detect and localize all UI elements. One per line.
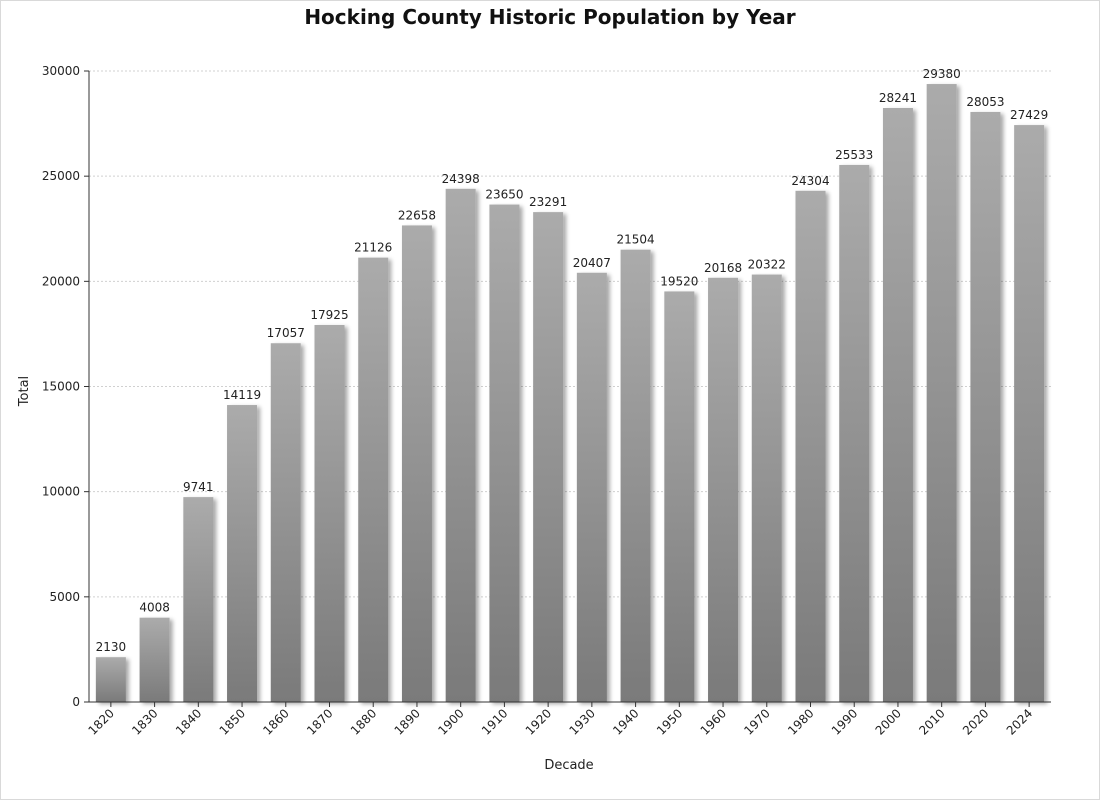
bar-1960 (708, 277, 739, 702)
x-tick-label-1900: 1900 (435, 706, 466, 737)
data-label-1970: 20322 (748, 258, 786, 272)
x-tick-label-1840: 1840 (173, 706, 204, 737)
data-label-1920: 23291 (529, 195, 567, 209)
bar-1940 (620, 249, 651, 702)
bar-2010 (926, 84, 957, 703)
x-tick-label-2020: 2020 (960, 706, 991, 737)
data-label-1890: 22658 (398, 208, 436, 222)
x-tick-label-1970: 1970 (741, 706, 772, 737)
bar-1950 (664, 291, 695, 702)
bar-1980 (795, 190, 826, 703)
chart-title: Hocking County Historic Population by Ye… (304, 5, 796, 29)
data-label-1850: 14119 (223, 388, 261, 402)
data-label-2024: 27429 (1010, 108, 1048, 122)
x-tick-label-1980: 1980 (785, 706, 816, 737)
data-labels: 2130 4008 9741 14119 17057 17925 21126 22658 243… (96, 67, 1049, 654)
x-tick-label-1950: 1950 (654, 706, 685, 737)
bar-1860 (270, 343, 301, 702)
y-tick-label: 0 (72, 695, 80, 709)
y-tick-label: 30000 (42, 64, 80, 78)
data-label-1980: 24304 (791, 174, 829, 188)
y-tick-label: 10000 (42, 485, 80, 499)
bars (95, 84, 1045, 703)
x-axis-label: Decade (544, 758, 593, 773)
data-label-1820: 2130 (96, 640, 127, 654)
data-label-1960: 20168 (704, 261, 742, 275)
bar-1970 (751, 274, 782, 702)
bar-2020 (970, 111, 1001, 702)
bar-1880 (358, 257, 389, 702)
data-label-1910: 23650 (485, 188, 523, 202)
x-tick-label-1830: 1830 (129, 706, 160, 737)
bar-1870 (314, 324, 345, 702)
data-label-2000: 28241 (879, 91, 917, 105)
data-label-1840: 9741 (183, 480, 214, 494)
bar-1890 (401, 225, 432, 702)
y-tick-label: 20000 (42, 274, 80, 288)
data-label-1990: 25533 (835, 148, 873, 162)
data-label-2010: 29380 (923, 67, 961, 81)
data-label-1900: 24398 (442, 172, 480, 186)
x-tick-label-2010: 2010 (916, 706, 947, 737)
x-tick-label-1910: 1910 (479, 706, 510, 737)
x-tick-label-1880: 1880 (348, 706, 379, 737)
bar-1840 (183, 497, 214, 702)
x-tick-label-1960: 1960 (698, 706, 729, 737)
y-axis-label: Total (17, 376, 32, 407)
x-tick-label-1940: 1940 (610, 706, 641, 737)
data-label-1880: 21126 (354, 241, 392, 255)
data-label-1860: 17057 (267, 326, 305, 340)
bar-1900 (445, 188, 476, 702)
bar-1910 (489, 204, 520, 703)
data-label-1950: 19520 (660, 274, 698, 288)
x-tick-label-1820: 1820 (85, 706, 116, 737)
data-label-1830: 4008 (139, 601, 170, 615)
bar-1850 (227, 405, 258, 702)
x-tick-label-1870: 1870 (304, 706, 335, 737)
x-tick-label-2024: 2024 (1004, 706, 1035, 737)
bar-1930 (576, 272, 607, 702)
bar-2000 (882, 107, 913, 703)
y-tick-label: 25000 (42, 169, 80, 183)
bar-1830 (139, 617, 170, 702)
x-tick-label-1860: 1860 (260, 706, 291, 737)
data-label-1930: 20407 (573, 256, 611, 270)
data-label-2020: 28053 (966, 95, 1004, 109)
x-tick-label-1890: 1890 (392, 706, 423, 737)
x-tick-label-1920: 1920 (523, 706, 554, 737)
bar-2024 (1014, 125, 1045, 702)
bar-1990 (839, 164, 870, 702)
bar-1920 (533, 212, 564, 702)
x-tick-label-1930: 1930 (566, 706, 597, 737)
y-tick-label: 5000 (49, 590, 80, 604)
x-tick-label-1850: 1850 (217, 706, 248, 737)
x-tick-label-2000: 2000 (873, 706, 904, 737)
data-label-1870: 17925 (310, 308, 348, 322)
bar-1820 (95, 657, 126, 702)
y-tick-label: 15000 (42, 380, 80, 394)
x-tick-label-1990: 1990 (829, 706, 860, 737)
data-label-1940: 21504 (616, 233, 654, 247)
